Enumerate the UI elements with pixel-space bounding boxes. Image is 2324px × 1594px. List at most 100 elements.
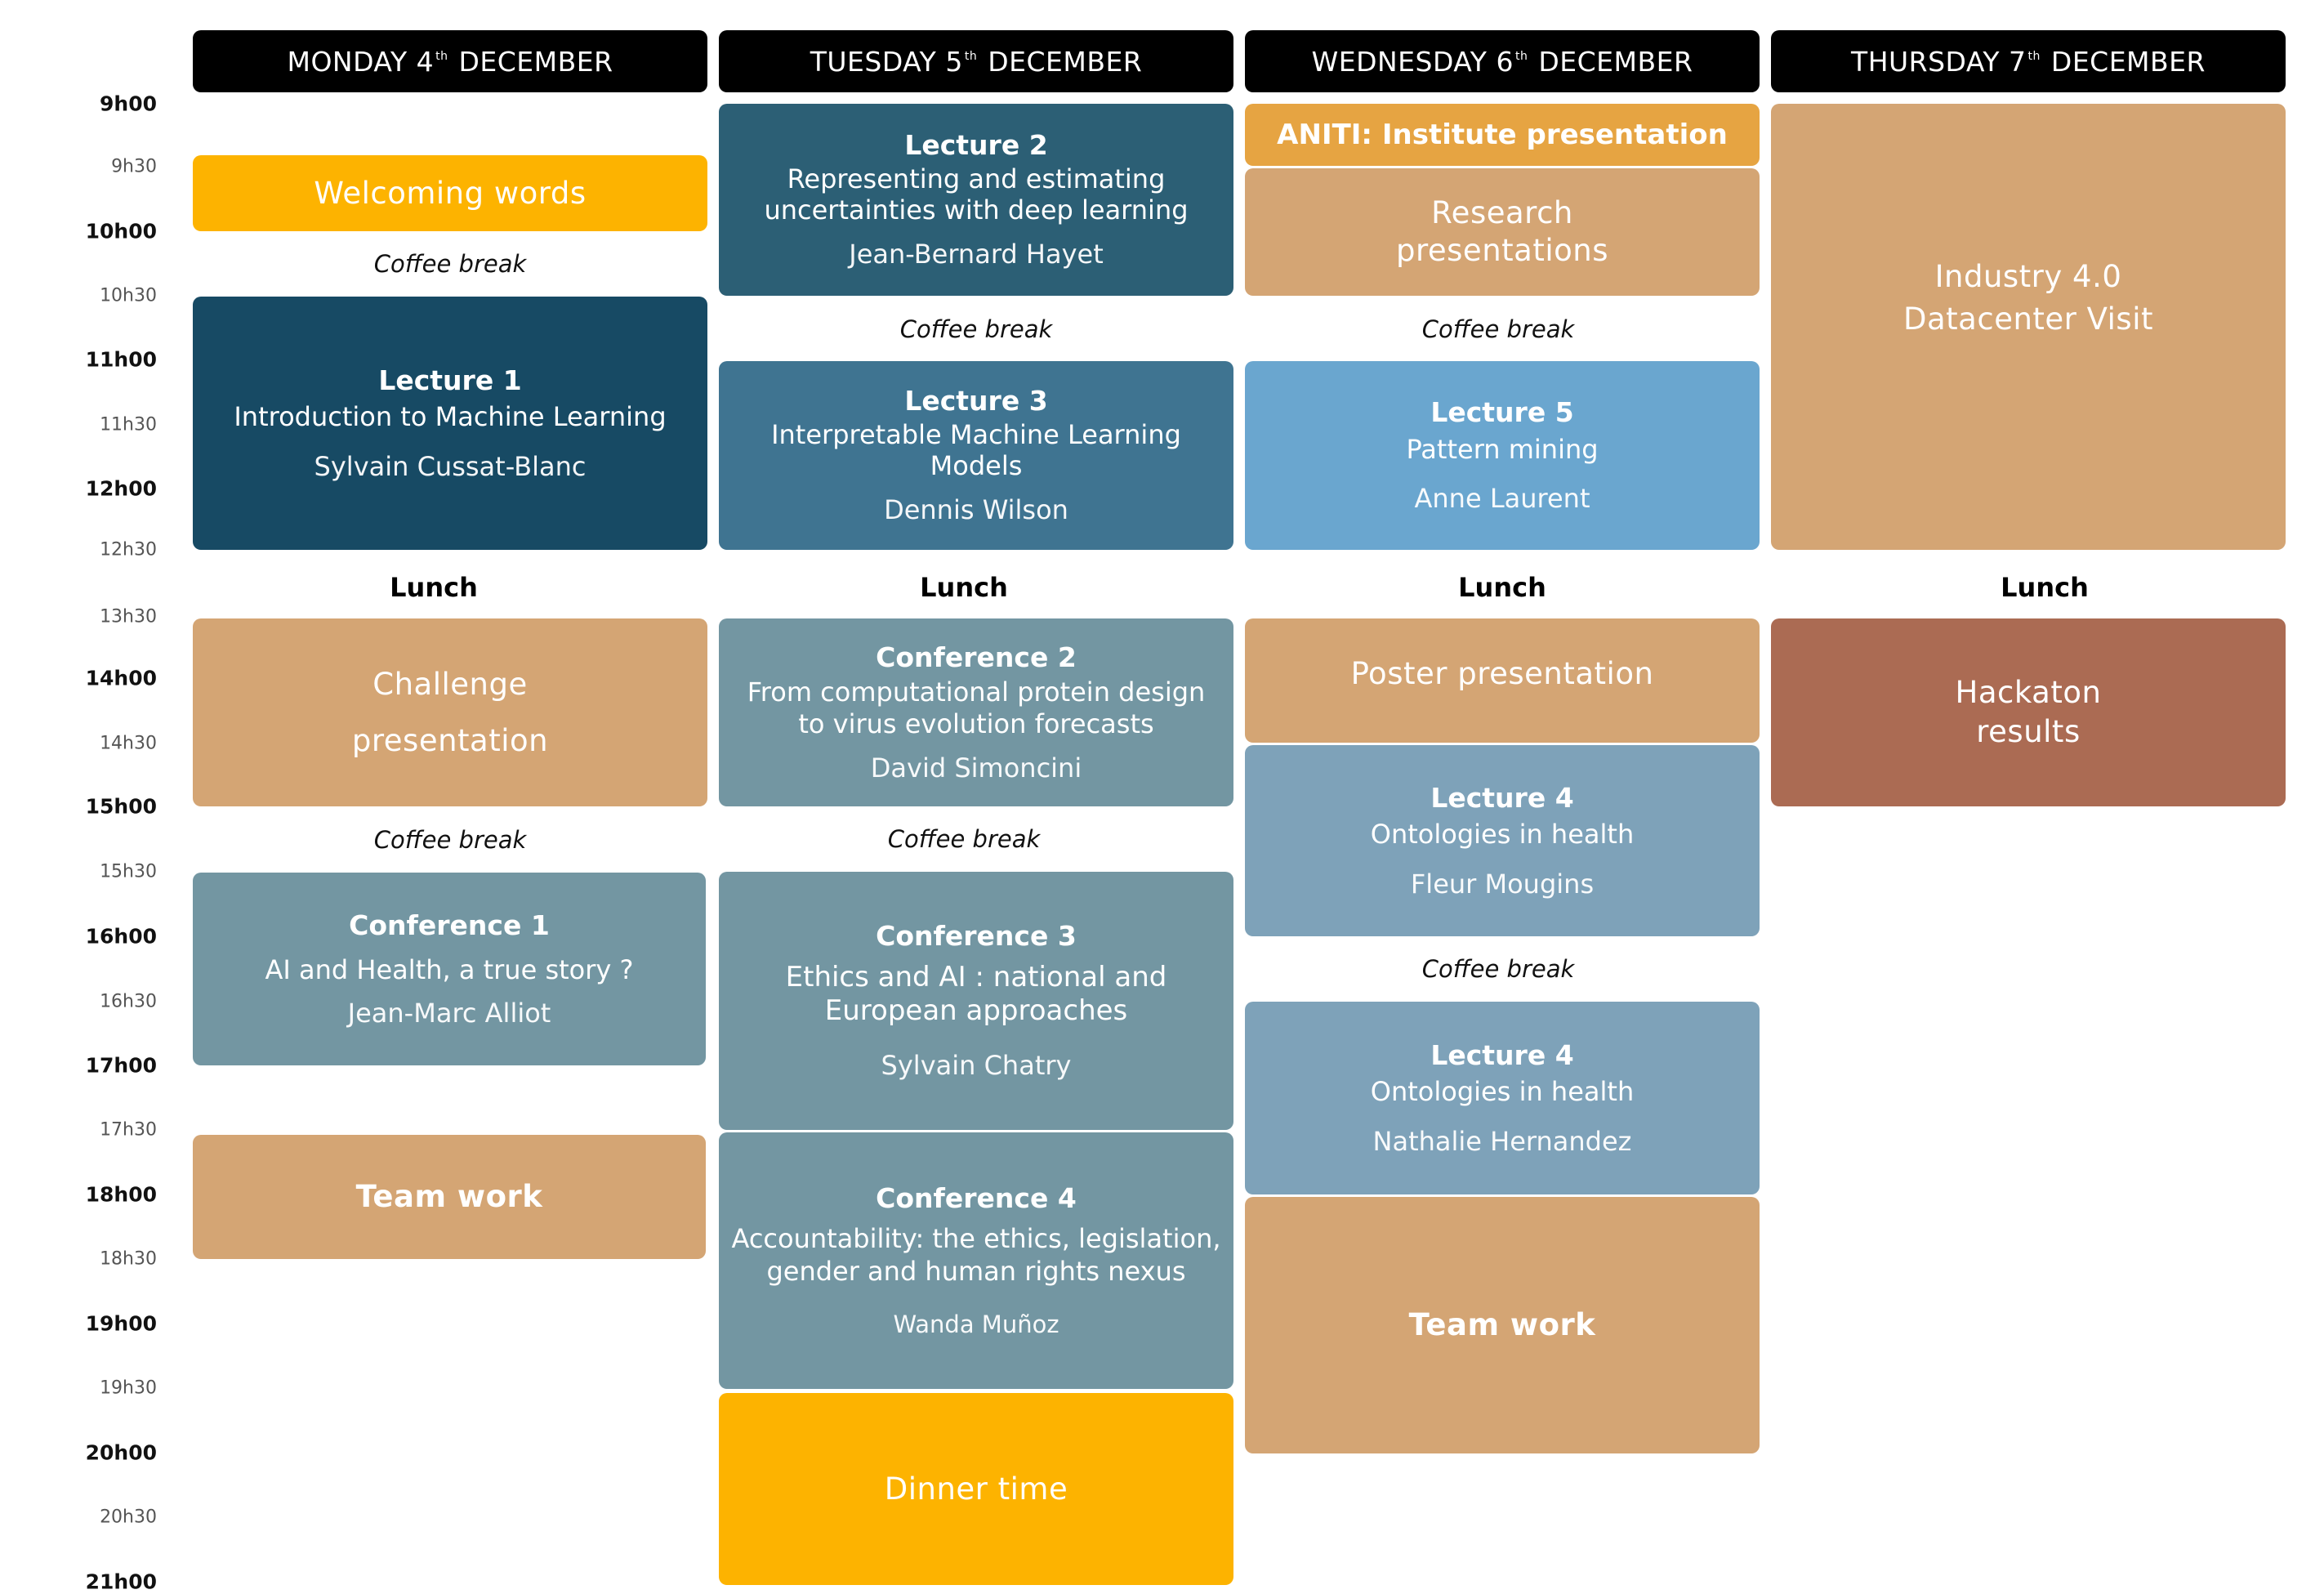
- block-speaker: Anne Laurent: [1414, 483, 1590, 515]
- block-title: Conference 2: [876, 641, 1077, 673]
- block-title: Lecture 4: [1430, 1038, 1574, 1071]
- industry-visit-block: Industry 4.0 Datacenter Visit: [1771, 104, 2286, 550]
- day-header-month: DECEMBER: [2050, 45, 2206, 78]
- day-header-text: TUESDAY 5: [810, 45, 963, 78]
- block-title: Team work: [1408, 1307, 1596, 1343]
- block-subtitle: Pattern mining: [1406, 433, 1599, 465]
- time-label: 21h00: [85, 1569, 157, 1594]
- lunch-label: Lunch: [920, 572, 1008, 603]
- time-label: 10h30: [100, 285, 157, 306]
- day-ordinal: th: [2027, 50, 2041, 63]
- block-title: Lecture 4: [1430, 781, 1574, 814]
- lecture-4-nathalie-block: Lecture 4 Ontologies in health Nathalie …: [1245, 1002, 1760, 1194]
- challenge-presentation-block: Challenge presentation: [193, 618, 707, 806]
- block-speaker: Wanda Muñoz: [893, 1310, 1059, 1338]
- day-header-text: MONDAY 4: [287, 45, 435, 78]
- block-speaker: Fleur Mougins: [1410, 868, 1595, 900]
- day-header-month: DECEMBER: [988, 45, 1143, 78]
- team-work-block: Team work: [1245, 1197, 1760, 1453]
- time-label: 19h00: [85, 1311, 157, 1336]
- lecture-3-block: Lecture 3 Interpretable Machine Learning…: [719, 361, 1233, 550]
- block-subtitle: Models: [930, 450, 1023, 482]
- coffee-break-label: Coffee break: [1421, 955, 1575, 983]
- lunch-label: Lunch: [2001, 572, 2089, 603]
- time-label: 19h30: [100, 1377, 157, 1399]
- block-speaker: David Simoncini: [870, 752, 1082, 784]
- poster-presentation-block: Poster presentation: [1245, 618, 1760, 743]
- conference-1-block: Conference 1 AI and Health, a true story…: [193, 873, 706, 1065]
- block-title: Lecture 2: [904, 129, 1048, 162]
- block-subtitle: European approaches: [824, 993, 1128, 1027]
- day-ordinal: th: [435, 50, 448, 63]
- time-label: 16h30: [100, 991, 157, 1012]
- block-title: Poster presentation: [1350, 656, 1654, 692]
- research-presentations-block: Research presentations: [1245, 168, 1760, 296]
- time-label: 14h30: [100, 733, 157, 754]
- day-header-text: THURSDAY 7: [1851, 45, 2027, 78]
- time-label: 17h00: [85, 1053, 157, 1078]
- block-title: Lecture 1: [378, 364, 522, 396]
- time-label: 15h30: [100, 861, 157, 882]
- time-label: 9h00: [100, 92, 157, 116]
- day-header-month: DECEMBER: [458, 45, 613, 78]
- time-label: 15h00: [85, 794, 157, 819]
- coffee-break-label: Coffee break: [1421, 315, 1575, 343]
- time-label: 13h30: [100, 606, 157, 627]
- block-subtitle: Ethics and AI : national and: [785, 960, 1167, 993]
- time-label: 10h00: [85, 219, 157, 243]
- lunch-label: Lunch: [390, 572, 478, 603]
- block-subtitle: Accountability: the ethics, legislation,: [731, 1223, 1221, 1254]
- block-speaker: Sylvain Chatry: [881, 1050, 1072, 1082]
- block-title: Industry 4.0: [1934, 259, 2122, 295]
- hackaton-results-block: Hackaton results: [1771, 618, 2286, 806]
- block-speaker: Dennis Wilson: [884, 494, 1068, 526]
- block-subtitle: gender and human rights nexus: [766, 1256, 1186, 1288]
- block-title: Lecture 5: [1430, 396, 1574, 429]
- time-label: 20h30: [100, 1507, 157, 1528]
- lecture-4-fleur-block: Lecture 4 Ontologies in health Fleur Mou…: [1245, 745, 1760, 936]
- day-ordinal: th: [1514, 50, 1528, 63]
- conference-4-block: Conference 4 Accountability: the ethics,…: [719, 1132, 1233, 1389]
- block-speaker: Nathalie Hernandez: [1372, 1125, 1632, 1157]
- block-speaker: Jean-Bernard Hayet: [849, 239, 1104, 270]
- day-ordinal: th: [964, 50, 978, 63]
- lecture-1-block: Lecture 1 Introduction to Machine Learni…: [193, 297, 707, 550]
- block-subtitle: Representing and estimating: [787, 163, 1166, 194]
- welcoming-words-block: Welcoming words: [193, 155, 707, 231]
- team-work-block: Team work: [193, 1135, 706, 1259]
- block-title: Research: [1431, 194, 1573, 230]
- block-title: ANITI: Institute presentation: [1277, 118, 1728, 151]
- coffee-break-label: Coffee break: [373, 250, 527, 278]
- dinner-time-block: Dinner time: [719, 1393, 1233, 1585]
- block-title: Conference 3: [876, 920, 1077, 953]
- block-subtitle: to virus evolution forecasts: [798, 708, 1154, 739]
- block-speaker: Sylvain Cussat-Blanc: [314, 450, 587, 482]
- block-subtitle: Ontologies in health: [1370, 819, 1635, 851]
- coffee-break-label: Coffee break: [887, 825, 1041, 853]
- block-title: presentation: [351, 723, 549, 758]
- aniti-presentation-block: ANITI: Institute presentation: [1245, 104, 1760, 166]
- block-title: Conference 1: [349, 909, 550, 941]
- block-title: results: [1976, 714, 2081, 749]
- time-label: 18h00: [85, 1182, 157, 1207]
- lecture-2-block: Lecture 2 Representing and estimating un…: [719, 104, 1233, 296]
- block-title: Team work: [355, 1179, 543, 1215]
- coffee-break-label: Coffee break: [373, 826, 527, 854]
- coffee-break-label: Coffee break: [899, 315, 1053, 343]
- block-title: Challenge: [372, 666, 528, 702]
- block-speaker: Jean-Marc Alliot: [347, 997, 551, 1029]
- block-title: Lecture 3: [904, 385, 1048, 417]
- lecture-5-block: Lecture 5 Pattern mining Anne Laurent: [1245, 361, 1760, 550]
- block-title: Dinner time: [884, 1471, 1068, 1507]
- block-subtitle: From computational protein design: [747, 676, 1206, 708]
- time-label: 11h30: [100, 414, 157, 435]
- lunch-label: Lunch: [1458, 572, 1546, 603]
- time-label: 9h30: [111, 156, 157, 177]
- block-title: Welcoming words: [314, 175, 587, 211]
- time-label: 16h00: [85, 924, 157, 949]
- time-label: 12h30: [100, 539, 157, 560]
- conference-2-block: Conference 2 From computational protein …: [719, 618, 1233, 806]
